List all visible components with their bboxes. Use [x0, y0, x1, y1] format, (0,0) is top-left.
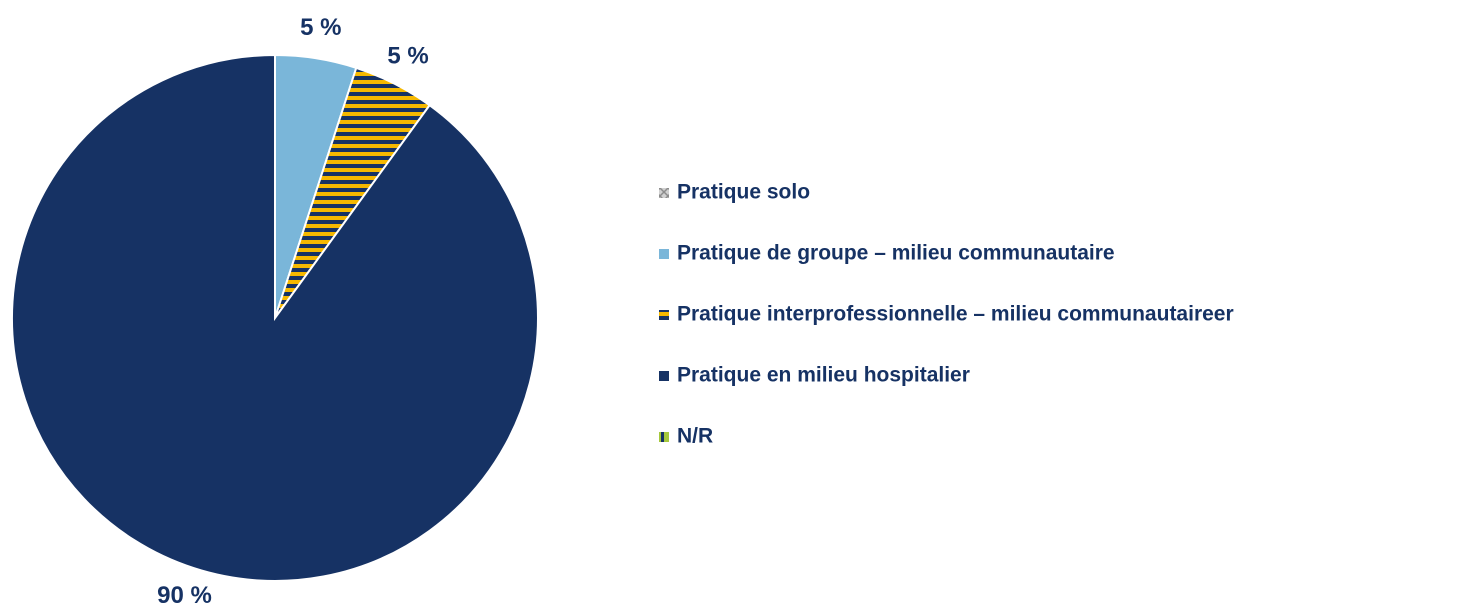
data-label: 90 %	[157, 582, 212, 609]
legend-swatch	[659, 249, 669, 259]
legend-swatch	[659, 432, 669, 442]
legend-label: Pratique en milieu hospitalier	[677, 364, 970, 387]
legend-label: Pratique interprofessionnelle – milieu c…	[677, 303, 1234, 326]
legend-label: Pratique solo	[677, 181, 810, 204]
legend-label: Pratique de groupe – milieu communautair…	[677, 242, 1115, 265]
legend-label: N/R	[677, 425, 713, 448]
legend-swatch	[659, 310, 669, 320]
data-label: 5 %	[300, 14, 341, 41]
legend-swatch	[659, 188, 669, 198]
legend-swatch	[659, 371, 669, 381]
data-label: 5 %	[387, 42, 428, 69]
